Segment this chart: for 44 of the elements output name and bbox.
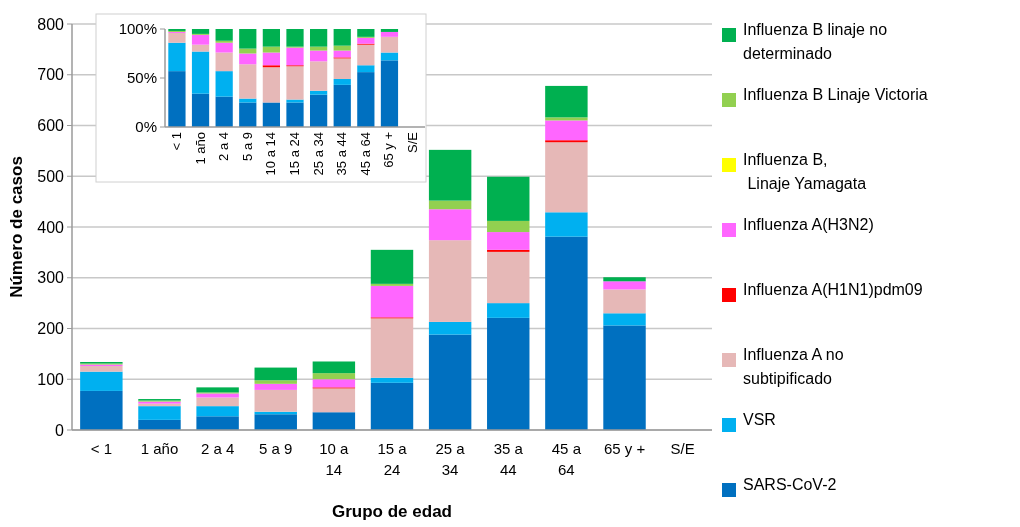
x-axis-title: Grupo de edad: [332, 502, 452, 521]
legend-label: Influenza B, Linaje Yamagata: [743, 151, 867, 192]
x-tick-label: 25 a 34: [435, 440, 466, 478]
legend-label: Influenza A(H1N1)pdm09: [743, 281, 923, 298]
x-tick-label: 25 a 34: [310, 132, 326, 176]
x-tick-label: 10 a 14: [319, 440, 350, 478]
y-tick-label: 700: [37, 66, 65, 84]
y-tick-label: 50%: [126, 69, 157, 87]
x-tick-label: 1 año: [192, 132, 208, 165]
y-tick-label: 200: [37, 320, 65, 338]
x-tick-label: 45 a 64: [551, 440, 582, 478]
x-tick-label: 65 y +: [381, 132, 397, 168]
x-tick-label: 5 a 9: [259, 440, 293, 457]
legend-label: SARS-CoV-2: [743, 476, 837, 493]
legend-label: Influenza B linaje no determinado: [743, 21, 888, 62]
x-tick-label: S/E: [405, 131, 421, 153]
x-tick-label: 65 y +: [603, 440, 646, 457]
x-tick-label: 5 a 9: [239, 132, 255, 161]
y-tick-label: 0%: [135, 118, 157, 136]
x-tick-label: 35 a 44: [493, 440, 524, 478]
x-tick-label: 15 a 24: [377, 440, 408, 478]
y-tick-label: 800: [37, 15, 65, 33]
legend-label: VSR: [743, 411, 776, 428]
y-tick-label: 100%: [118, 20, 157, 38]
y-tick-label: 400: [37, 218, 65, 236]
y-tick-label: 0: [55, 421, 65, 439]
y-axis-title: Número de casos: [7, 156, 26, 298]
x-tick-label: 35 a 44: [334, 132, 350, 176]
legend-label: Influenza A no subtipificado: [743, 346, 844, 387]
x-tick-label: 10 a 14: [263, 132, 279, 176]
legend-label: Influenza B Linaje Victoria: [743, 86, 928, 103]
x-tick-label: < 1: [168, 132, 184, 151]
y-tick-label: 600: [37, 117, 65, 135]
x-tick-label: 2 a 4: [200, 440, 235, 457]
x-tick-label: S/E: [670, 440, 695, 457]
x-tick-label: 2 a 4: [216, 132, 232, 161]
x-tick-label: < 1: [90, 440, 112, 457]
legend-label: Influenza A(H3N2): [743, 216, 874, 233]
y-tick-label: 300: [37, 269, 65, 287]
x-tick-label: 15 a 24: [287, 132, 302, 176]
x-tick-label: 45 a 64: [357, 132, 373, 176]
y-tick-label: 100: [37, 370, 65, 388]
y-tick-label: 500: [37, 167, 65, 185]
x-tick-label: 1 año: [140, 440, 179, 457]
